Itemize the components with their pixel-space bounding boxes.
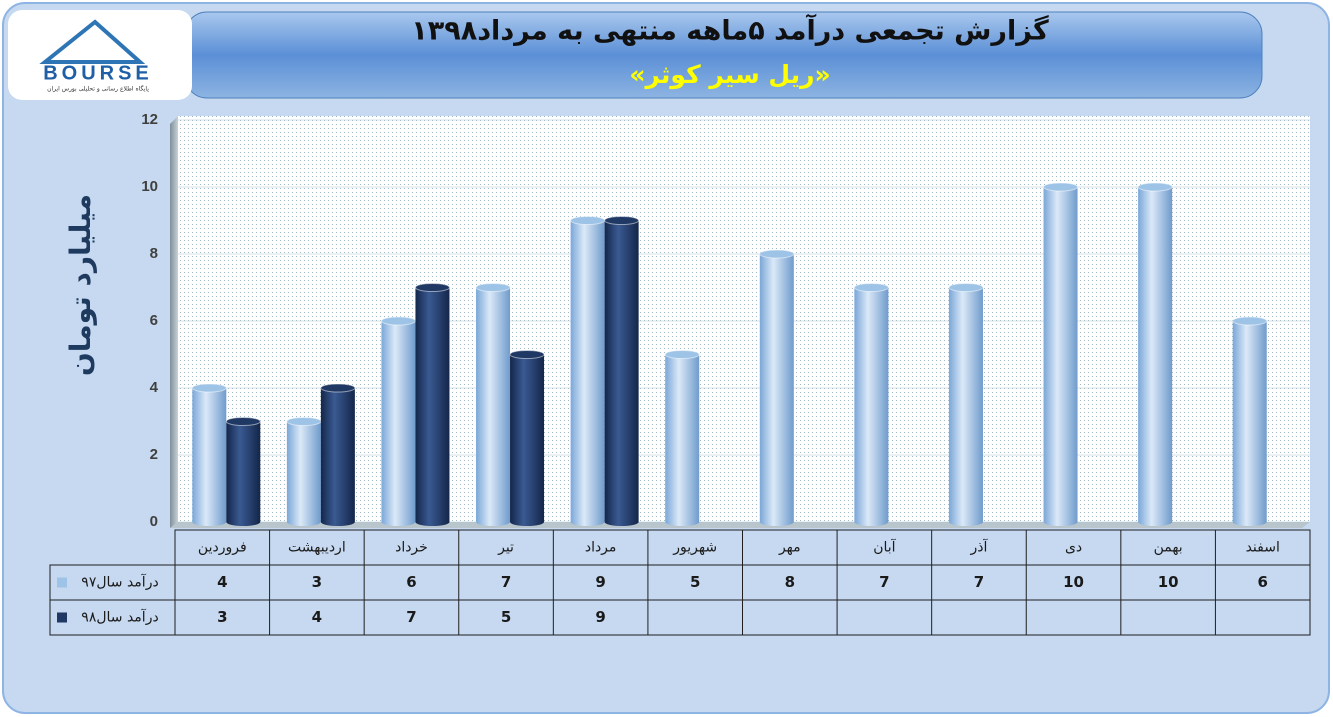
x-tick-label: مهر — [778, 540, 801, 556]
x-tick-label: خرداد — [395, 540, 428, 556]
floor — [170, 522, 1310, 528]
bar — [604, 216, 639, 526]
bar-cap — [570, 216, 606, 225]
bar-cap — [414, 283, 450, 292]
y-tick-label: 10 — [141, 178, 158, 195]
legend-label: درآمد سال۹۸ — [81, 609, 158, 626]
bar-cap — [191, 383, 227, 393]
bar — [510, 350, 545, 526]
table-value: 7 — [406, 608, 416, 626]
bar-cap — [509, 350, 545, 359]
bar — [1138, 183, 1173, 526]
bar-cap — [1137, 182, 1173, 192]
bar — [1232, 317, 1267, 526]
table-value: 3 — [312, 573, 322, 591]
bar — [759, 250, 794, 526]
bar-cap — [475, 283, 511, 292]
y-tick-label: 6 — [150, 312, 158, 329]
bar-cap — [948, 283, 984, 292]
legend-swatch — [57, 577, 67, 588]
bar-cap — [759, 249, 795, 259]
table-value: 9 — [595, 608, 605, 626]
bar — [226, 417, 261, 526]
logo-tagline: پایگاه اطلاع رسانی و تحلیلی بورس ایران — [47, 85, 149, 93]
bar-cap — [320, 383, 356, 393]
bar-cap — [1043, 182, 1079, 192]
bar — [476, 283, 511, 526]
bar — [415, 283, 450, 526]
x-tick-label: فروردین — [198, 540, 247, 556]
bar — [570, 216, 605, 526]
bar-cap — [286, 417, 322, 426]
table-value: 5 — [501, 608, 511, 626]
table-value: 10 — [1158, 573, 1179, 591]
side-wall — [170, 116, 178, 528]
table-value: 4 — [312, 608, 322, 626]
table-value: 3 — [217, 608, 227, 626]
bar-cap — [664, 350, 700, 359]
table-value: 4 — [217, 573, 227, 591]
bar — [665, 350, 700, 526]
logo-name: BOURSE — [43, 62, 153, 84]
x-tick-label: اسفند — [1246, 540, 1280, 556]
y-tick-label: 4 — [150, 379, 159, 396]
table-value: 10 — [1063, 573, 1084, 591]
bar-cap — [1232, 316, 1268, 326]
y-tick-label: 12 — [141, 111, 158, 128]
table-value: 6 — [1257, 573, 1267, 591]
bar-cap — [604, 216, 640, 225]
y-axis-label: میلیارد تومان — [64, 194, 97, 376]
x-tick-label: تیر — [497, 540, 514, 556]
y-tick-label: 2 — [150, 446, 158, 463]
table-value: 7 — [501, 573, 511, 591]
table-value: 9 — [595, 573, 605, 591]
bar-cap — [853, 283, 889, 292]
bar-cap — [225, 417, 261, 426]
bar — [381, 317, 416, 526]
table-value: 5 — [690, 573, 700, 591]
y-tick-label: 8 — [150, 245, 158, 262]
chart-subtitle: «ریل سیر کوثر» — [629, 60, 830, 90]
table-value: 7 — [974, 573, 984, 591]
legend-label: درآمد سال۹۷ — [81, 574, 158, 591]
bar — [320, 384, 355, 526]
bar — [286, 417, 321, 526]
bar — [948, 283, 983, 526]
logo-box — [8, 10, 192, 100]
x-tick-label: آذر — [970, 539, 989, 556]
x-tick-label: دی — [1065, 540, 1082, 556]
x-tick-label: بهمن — [1154, 540, 1183, 556]
x-tick-label: آبان — [873, 539, 896, 556]
table-value: 6 — [406, 573, 416, 591]
chart-title: گزارش تجمعی درآمد ۵ماهه منتهی به مرداد۱۳… — [411, 14, 1049, 47]
bar — [1043, 183, 1078, 526]
x-tick-label: اردیبهشت — [288, 540, 346, 556]
plot-wall — [178, 116, 1310, 522]
bar — [854, 283, 889, 526]
y-tick-label: 0 — [150, 513, 158, 530]
x-tick-label: مرداد — [585, 540, 617, 556]
logo-mark — [39, 19, 146, 64]
legend-swatch — [57, 612, 67, 623]
bar — [192, 384, 227, 526]
bar-cap — [380, 316, 416, 326]
table-value: 8 — [785, 573, 795, 591]
x-tick-label: شهریور — [672, 540, 717, 556]
table-value: 7 — [879, 573, 889, 591]
